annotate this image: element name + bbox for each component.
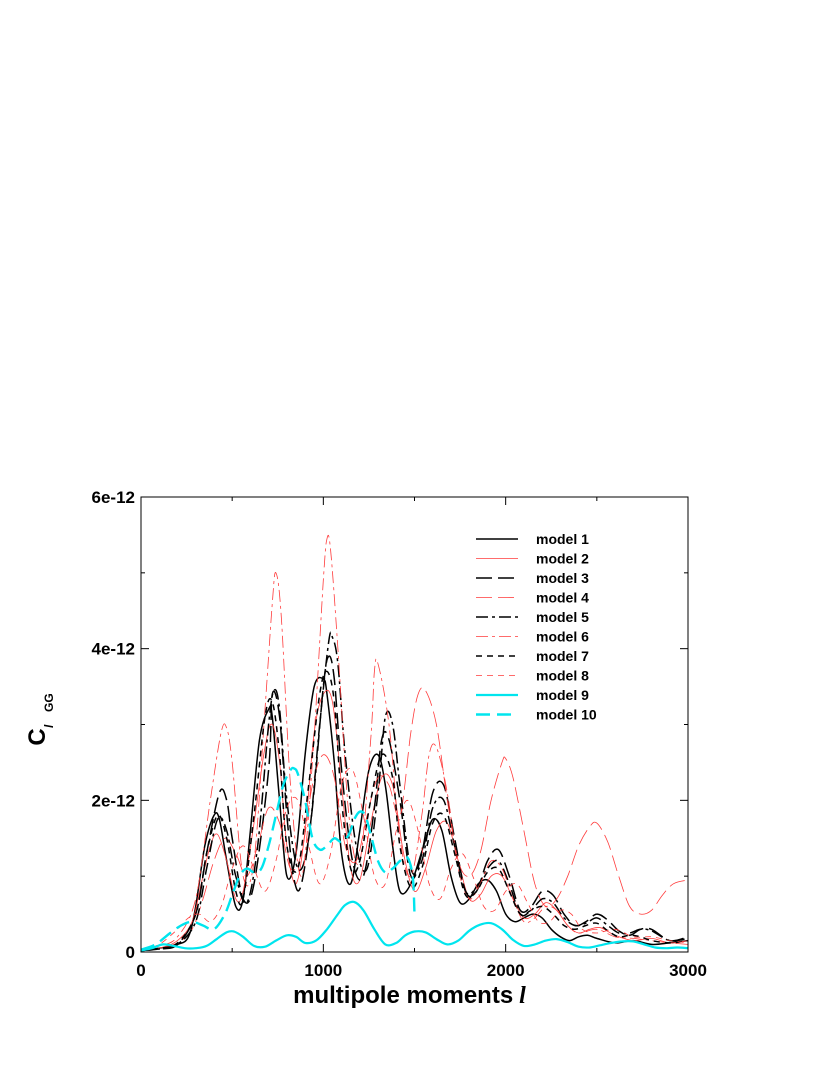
series-line-model-4 xyxy=(141,687,688,951)
y-tick-label: 6e-12 xyxy=(92,488,135,507)
axes-layer: 0 1000 2000 3000 0 2e-12 4e-12 6e-12 xyxy=(92,488,707,980)
legend-label-model-5: model 5 xyxy=(536,609,589,625)
y-axis-label: C GG l xyxy=(24,693,56,745)
legend-label-model-10: model 10 xyxy=(536,707,597,723)
y-tick-label: 4e-12 xyxy=(92,640,135,659)
legend-label-model-9: model 9 xyxy=(536,687,589,703)
legend-label-model-3: model 3 xyxy=(536,570,589,586)
legend-label-model-7: model 7 xyxy=(536,648,589,664)
series-line-model-6 xyxy=(141,534,688,951)
series-layer xyxy=(141,534,688,952)
legend-label-model-6: model 6 xyxy=(536,629,589,645)
legend-label-model-2: model 2 xyxy=(536,551,589,567)
legend: model 1 model 2 model 3 model 4 model 5 model… xyxy=(476,531,597,723)
series-line-model-8 xyxy=(141,767,688,951)
y-tick-label: 2e-12 xyxy=(92,791,135,810)
series-line-model-7 xyxy=(141,670,688,952)
svg-text:l: l xyxy=(42,724,56,728)
legend-label-model-4: model 4 xyxy=(536,590,589,606)
x-axis-label: multipole moments l xyxy=(293,982,526,1009)
legend-label-model-1: model 1 xyxy=(536,531,589,547)
series-line-model-9 xyxy=(141,900,688,952)
x-tick-label: 1000 xyxy=(304,961,342,980)
legend-label-model-8: model 8 xyxy=(536,668,589,684)
series-line-model-1 xyxy=(141,676,688,952)
series-line-model-10 xyxy=(141,766,416,951)
x-tick-label: 2000 xyxy=(487,961,525,980)
svg-text:C: C xyxy=(24,728,51,745)
y-tick-label: 0 xyxy=(126,943,135,962)
svg-text:GG: GG xyxy=(42,693,56,712)
x-tick-label: 3000 xyxy=(669,961,707,980)
x-tick-label: 0 xyxy=(136,961,145,980)
series-line-model-5 xyxy=(141,631,688,952)
